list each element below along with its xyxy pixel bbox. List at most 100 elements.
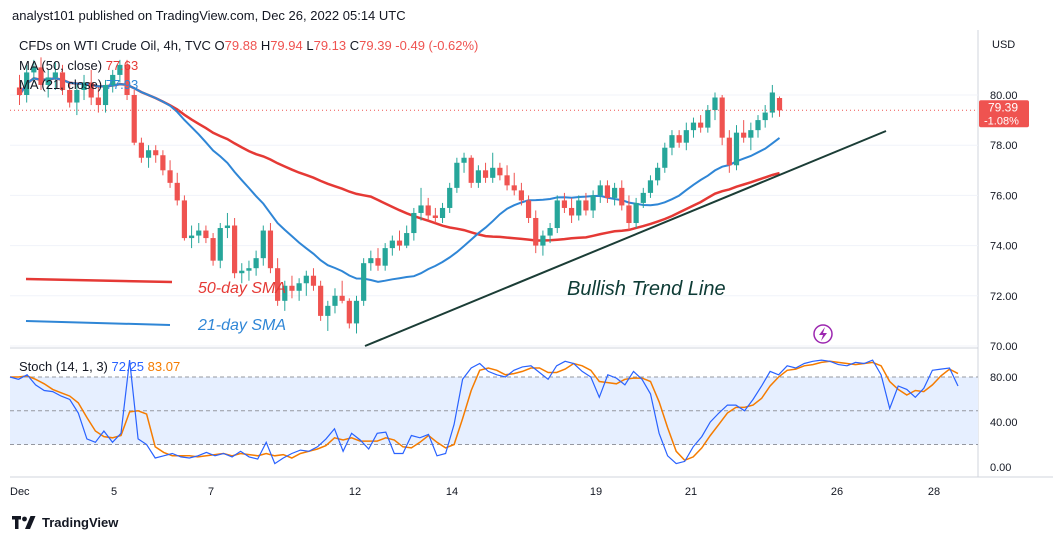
candle-body [418,205,424,213]
footer-brand: TradingView [42,515,119,530]
candle-body [547,228,553,236]
legend-ma50-row: MA (50, close) 77.63 [19,58,138,73]
candle-body [368,258,374,264]
candle-body [353,300,360,324]
candle-body [647,180,654,193]
price-tick-label: 76.00 [990,190,1018,202]
stoch-tick-label: 40.00 [990,417,1018,429]
candle-body [253,258,259,269]
candle-body [260,230,266,259]
sma21-legend-line [25,320,171,326]
last-price-change: -1.08% [984,115,1019,127]
legend-ma21-row: MA (21, close) 77.93 [19,77,138,92]
candle-body [203,230,209,239]
sma50-label: 50-day SMA [198,280,286,297]
candle-body [511,185,517,191]
candle-body [705,110,711,128]
candle-body [210,238,216,261]
price-tick-label: 78.00 [990,140,1018,152]
candle-body [24,72,30,95]
candle-body [267,230,274,269]
candle-body [533,217,539,246]
candle-body [748,130,754,138]
candle-body [733,132,740,166]
legend-ohlc-value: 79.13 [314,38,350,53]
sma21-label: 21-day SMA [197,317,286,334]
date-tick-label: 5 [111,486,117,498]
last-price-value: 79.39 [988,100,1018,114]
footer: TradingView [12,515,118,530]
candle-body [16,87,23,95]
candle-body [174,182,180,201]
candle-body [95,97,101,106]
stoch-k-value: 72.25 [112,359,148,374]
candle-body [612,187,618,198]
legend-ma50-value: 77.63 [106,58,139,73]
publisher-header: analyst101 published on TradingView.com,… [12,8,406,23]
candle-body [554,200,560,229]
candle-body [490,167,496,178]
candle-body [52,72,58,78]
candle-body [676,135,682,143]
candle-body [769,92,775,113]
candle-body [224,225,231,229]
candle-body [669,135,675,148]
candle-body [196,230,202,236]
candle-body [762,112,768,121]
candle-body [561,200,568,208]
candle-body [45,77,51,85]
candle-body [382,248,388,266]
candle-body [246,268,252,271]
candle-body [432,215,438,218]
legend-ma21-value: 77.93 [106,77,139,92]
candle-body [454,162,460,188]
stoch-k-line [9,359,959,465]
legend-ma50-label: MA (50, close) [19,58,106,73]
date-tick-label: 26 [831,486,843,498]
bullish-trend-line [364,130,887,347]
ma21-line [18,77,781,283]
candle-body [698,122,704,128]
candle-body [597,185,603,196]
candle-body [475,170,481,183]
stoch-tick-label: 0.00 [990,462,1011,474]
candle-body [497,167,503,176]
candle-body [525,200,532,218]
candle-body [776,98,783,111]
candle-body [81,82,87,90]
date-tick-label: Dec [10,486,30,498]
date-tick-label: 28 [928,486,940,498]
candle-body [160,155,166,171]
legend-change: -0.49 (-0.62%) [395,38,478,53]
price-tick-label: 72.00 [990,291,1018,303]
candle-body [181,200,188,239]
candle-body [583,200,589,211]
candle-body [482,170,489,178]
candle-body [461,157,467,163]
candle-body [619,187,625,206]
last-price-tag [979,100,1029,128]
candle-body [626,205,632,224]
legend-ohlc-key: O [215,38,225,53]
candle-body [110,74,116,85]
price-tick-label: 70.00 [990,341,1018,353]
candle-body [102,84,109,106]
candle-body [74,89,80,103]
candle-body [375,258,381,266]
date-tick-label: 7 [208,486,214,498]
candle-body [217,228,223,261]
legend-ma21-label: MA (21, close) [19,77,106,92]
candle-body [232,225,238,274]
legend-ohlc-value: 79.39 [359,38,395,53]
legend-symbol-row: CFDs on WTI Crude Oil, 4h, TVC O79.88 H7… [19,38,478,53]
candle-body [633,202,639,224]
candle-body [318,285,324,316]
tradingview-logo-icon [12,516,36,529]
candle-body [726,137,732,166]
candle-body [282,285,288,301]
candle-body [346,300,352,324]
candle-body [167,170,173,183]
candle-body [439,207,446,218]
date-tick-label: 14 [446,486,458,498]
